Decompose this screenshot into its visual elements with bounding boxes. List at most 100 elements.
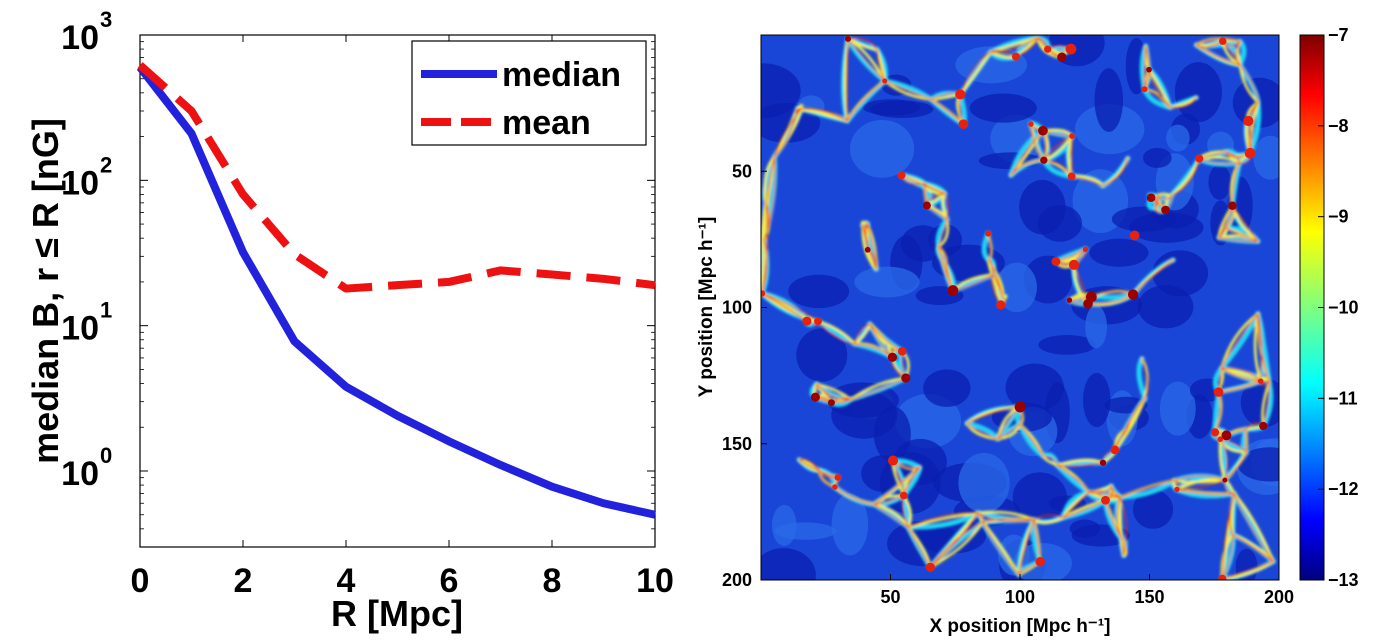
heatmap-node — [844, 35, 852, 42]
heatmap-filament — [1218, 437, 1227, 482]
heatmap-node — [1038, 125, 1048, 136]
heatmap-filament — [923, 183, 946, 195]
heatmap-void — [831, 493, 869, 556]
heatmap-node — [1051, 257, 1061, 266]
heatmap-filament — [765, 156, 776, 204]
heatmap-filament — [761, 202, 768, 295]
heatmap-filament — [1102, 157, 1129, 187]
heatmap-filament — [1224, 451, 1247, 481]
heatmap-filament — [1176, 488, 1235, 495]
heatmap-filament — [1257, 313, 1263, 382]
heatmap-void — [1019, 179, 1066, 235]
heatmap-filament — [1019, 423, 1044, 457]
heatmap-void — [796, 328, 848, 382]
heatmap-filament — [1229, 492, 1235, 536]
heatmap-node — [985, 230, 992, 237]
heatmap-filament — [1197, 156, 1241, 165]
heatmap-node — [887, 455, 899, 466]
heatmap-filament — [1221, 560, 1274, 580]
x-axis-label: R [Mpc] — [331, 593, 463, 634]
heatmap-node — [1243, 115, 1254, 127]
heatmap-node — [897, 171, 906, 180]
heatmap-filament — [872, 503, 910, 529]
heatmap-node — [1221, 430, 1232, 441]
heatmap-filament — [761, 292, 820, 323]
heatmap-filament — [849, 377, 907, 401]
heatmap-filament — [1117, 477, 1178, 500]
heatmap-void — [1038, 334, 1096, 355]
heatmap-node — [1035, 557, 1045, 567]
heatmap-filament — [905, 510, 981, 530]
heatmap-filament — [1219, 438, 1228, 481]
heatmap-filament — [761, 292, 819, 322]
heatmap-filament — [981, 520, 1021, 577]
heatmap-void — [761, 63, 801, 118]
heatmap-void — [1132, 489, 1174, 529]
heatmap-filament — [862, 222, 870, 229]
heatmap-node — [1011, 52, 1021, 61]
heatmap-filament — [929, 520, 985, 569]
heatmap-node — [1195, 154, 1204, 163]
heatmap-node — [955, 89, 966, 100]
heatmap-filament — [1221, 560, 1275, 580]
heatmap-node — [882, 78, 888, 84]
heatmap-void — [1082, 372, 1111, 428]
heatmap-filament — [815, 382, 852, 401]
heatmap-node — [1217, 436, 1224, 442]
heatmap-filament — [977, 512, 1035, 522]
heatmap-node — [1146, 66, 1152, 73]
heatmap-filament — [847, 37, 878, 50]
heatmap-void — [1089, 238, 1149, 267]
heatmap-filament — [987, 232, 992, 261]
y-tick-label: 10 0 — [61, 443, 112, 493]
heatmap-filament — [1218, 237, 1259, 243]
colorbar-tick-label: −11 — [1328, 388, 1358, 408]
heatmap-void — [996, 262, 1037, 313]
heatmap-filament — [966, 422, 999, 440]
heatmap-filament — [763, 155, 776, 205]
x-tick-label: 4 — [337, 562, 356, 600]
heatmap-filament — [866, 222, 877, 270]
heatmap-node — [1257, 378, 1264, 384]
y-tick-label: 10 2 — [61, 152, 112, 202]
heatmap-void — [771, 504, 797, 546]
heatmap-filament — [834, 486, 875, 505]
heatmap-node — [925, 562, 936, 572]
heatmap-node — [834, 474, 842, 481]
colorbar-tick-label: −13 — [1328, 570, 1359, 590]
heatmap-filament — [1231, 205, 1259, 242]
heatmap-filament — [937, 218, 948, 248]
heatmap-node — [1040, 156, 1048, 164]
y-tick-base: 10 — [61, 310, 99, 348]
heatmap-x-tick-label: 200 — [1264, 587, 1294, 607]
heatmap-filament — [1042, 455, 1058, 466]
heatmap-chart: 50 100 150 200 50 100 150 200 X position [Mpc h… — [696, 25, 1359, 637]
heatmap-filament — [1257, 313, 1270, 383]
heatmap-node — [1127, 289, 1139, 300]
heatmap-void — [1235, 548, 1258, 580]
heatmap-image — [761, 35, 1279, 580]
heatmap-node — [1028, 121, 1034, 127]
heatmap-filament — [1219, 438, 1247, 453]
colorbar-tick-label: −12 — [1328, 479, 1359, 499]
heatmap-node — [1259, 421, 1268, 431]
heatmap-filament — [1169, 97, 1197, 109]
heatmap-node — [1101, 495, 1110, 505]
heatmap-x-axis-label: X position [Mpc h⁻¹] — [929, 616, 1110, 637]
y-tick-exponent: 1 — [100, 298, 112, 323]
heatmap-filament — [1062, 498, 1107, 519]
heatmap-filament — [1113, 397, 1147, 452]
heatmap-y-tick-label: 200 — [722, 570, 752, 590]
heatmap-node — [1110, 445, 1120, 455]
legend-label-mean: mean — [502, 104, 591, 142]
colorbar-tick-label: −9 — [1328, 207, 1349, 227]
heatmap-void — [1005, 363, 1064, 412]
heatmap-filament — [982, 518, 1035, 523]
heatmap-filament — [1174, 475, 1226, 481]
heatmap-filament — [1017, 421, 1046, 459]
heatmap-filament — [937, 218, 950, 248]
heatmap-filament — [846, 37, 887, 83]
heatmap-filament — [1136, 356, 1148, 401]
